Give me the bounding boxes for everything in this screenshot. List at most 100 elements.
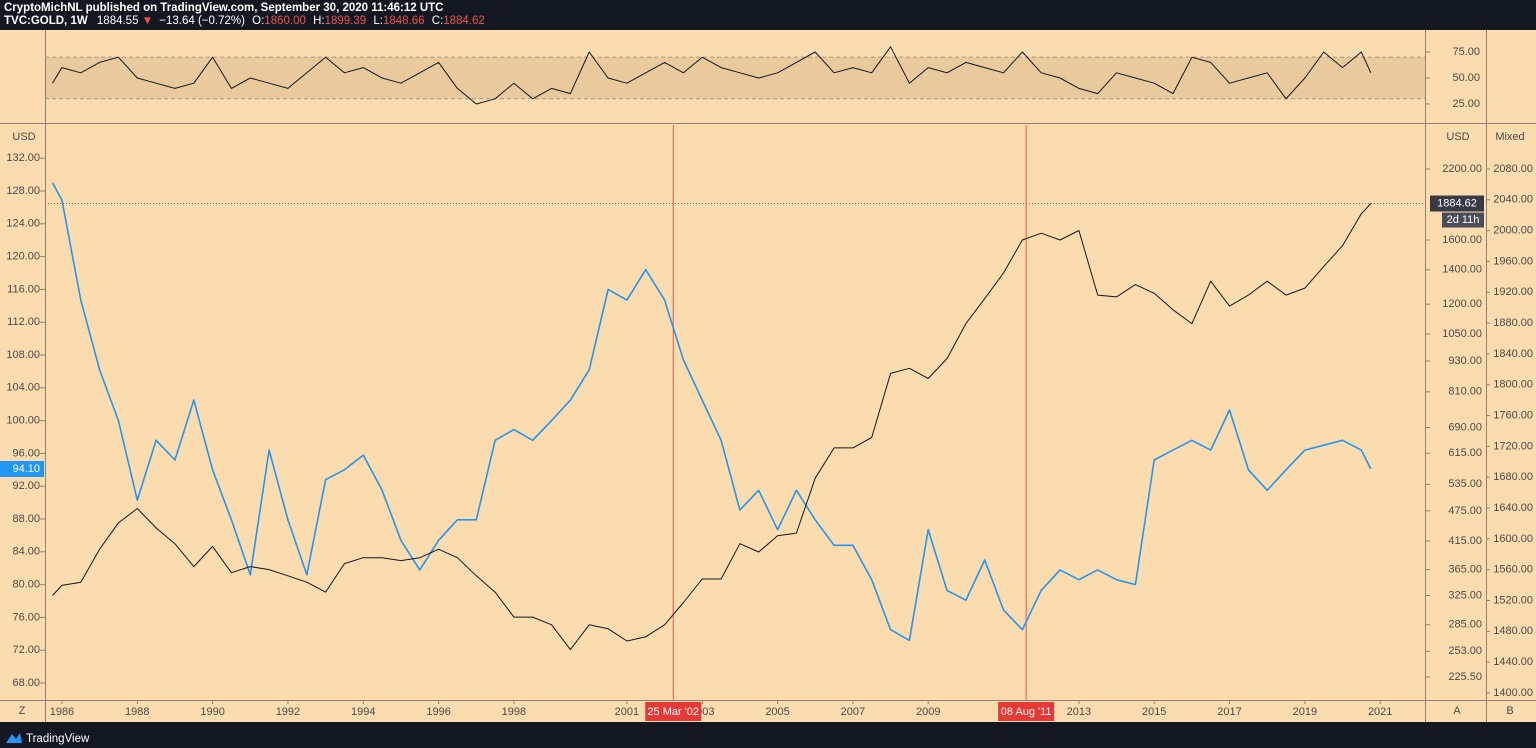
x-tick-label: 1998 bbox=[502, 706, 526, 718]
x-tick-label: 2007 bbox=[841, 706, 865, 718]
button-a[interactable]: A bbox=[1453, 705, 1461, 717]
x-tick-label: 1994 bbox=[351, 706, 375, 718]
y-tick-label: 124.00 bbox=[6, 218, 40, 230]
y-tick-label: 615.00 bbox=[1448, 447, 1482, 459]
x-tick-label: 2013 bbox=[1067, 706, 1091, 718]
y-tick-label: 325.00 bbox=[1448, 589, 1482, 601]
publisher-text: CryptoMichNL published on TradingView.co… bbox=[4, 2, 443, 14]
symbol: TVC:GOLD, 1W bbox=[4, 15, 88, 27]
last-price-box bbox=[1430, 195, 1484, 212]
y-tick-label: 690.00 bbox=[1448, 421, 1482, 433]
y-tick-label: 80.00 bbox=[12, 579, 40, 591]
brand-logo bbox=[6, 733, 22, 743]
y-tick-label: 1680.00 bbox=[1493, 471, 1533, 483]
x-tick-label: 1990 bbox=[200, 706, 224, 718]
y-tick-label: 1720.00 bbox=[1493, 440, 1533, 452]
y-tick-label: 1200.00 bbox=[1442, 298, 1482, 310]
y-tick-label: 1480.00 bbox=[1493, 625, 1533, 637]
y-tick-label: 1800.00 bbox=[1493, 379, 1533, 391]
y-tick-label: 88.00 bbox=[12, 513, 40, 525]
y-tick-label: 120.00 bbox=[6, 251, 40, 263]
footer-bar bbox=[0, 722, 1536, 748]
marker-box bbox=[998, 702, 1055, 721]
y-tick-label: 225.50 bbox=[1448, 671, 1482, 683]
last-value-box bbox=[0, 460, 44, 477]
y-tick-label: 1050.00 bbox=[1442, 328, 1482, 340]
y-tick-label: 285.00 bbox=[1448, 619, 1482, 631]
header-bar bbox=[0, 0, 1536, 30]
y-tick-label: 108.00 bbox=[6, 349, 40, 361]
x-tick-label: 1988 bbox=[125, 706, 149, 718]
unit-label: USD bbox=[1446, 131, 1469, 143]
high: 1899.39 bbox=[325, 15, 367, 27]
y-tick-label: 1920.00 bbox=[1493, 286, 1533, 298]
y-tick-label: 1880.00 bbox=[1493, 317, 1533, 329]
button-b[interactable]: B bbox=[1506, 705, 1513, 717]
y-tick-label: 112.00 bbox=[7, 316, 40, 328]
y-tick-label: 1600.00 bbox=[1442, 234, 1482, 246]
last-price-label: 1884.62 bbox=[1437, 197, 1477, 209]
y-tick-label: 50.00 bbox=[1452, 72, 1480, 84]
last-value-label: 94.10 bbox=[12, 463, 40, 475]
marker-box bbox=[645, 702, 702, 721]
y-tick-label: 475.00 bbox=[1448, 505, 1482, 517]
x-tick-label: 2017 bbox=[1217, 706, 1241, 718]
y-tick-label: 92.00 bbox=[12, 480, 40, 492]
y-tick-label: 75.00 bbox=[1452, 46, 1480, 58]
high-label: H: bbox=[313, 15, 325, 27]
x-tick-label: 2015 bbox=[1142, 706, 1166, 718]
rsi-band bbox=[45, 57, 1425, 99]
countdown: 2d 11h bbox=[1447, 214, 1480, 226]
x-tick-label: 2001 bbox=[615, 706, 639, 718]
change: −13.64 (−0.72%) bbox=[159, 15, 245, 27]
y-tick-label: 535.00 bbox=[1448, 478, 1482, 490]
close: 1884.62 bbox=[443, 15, 485, 27]
y-tick-label: 1640.00 bbox=[1493, 502, 1533, 514]
y-tick-label: 1440.00 bbox=[1493, 656, 1533, 668]
y-tick-label: 415.00 bbox=[1448, 535, 1482, 547]
y-tick-label: 1760.00 bbox=[1493, 409, 1533, 421]
y-tick-label: 1400.00 bbox=[1493, 687, 1533, 699]
y-tick-label: 2000.00 bbox=[1493, 225, 1533, 237]
y-tick-label: 1400.00 bbox=[1442, 264, 1482, 276]
y-tick-label: 100.00 bbox=[6, 415, 40, 427]
x-tick-label: 2005 bbox=[765, 706, 789, 718]
arrow: ▼ bbox=[142, 15, 153, 27]
x-tick-label: 1992 bbox=[276, 706, 300, 718]
x-tick-label: 1996 bbox=[426, 706, 450, 718]
y-tick-label: 2200.00 bbox=[1442, 163, 1482, 175]
y-tick-label: 84.00 bbox=[12, 546, 40, 558]
y-tick-label: 2040.00 bbox=[1493, 194, 1533, 206]
marker-label: 08 Aug '11 bbox=[1001, 706, 1052, 718]
y-tick-label: 68.00 bbox=[12, 677, 40, 689]
y-tick-label: 1960.00 bbox=[1493, 255, 1533, 267]
y-tick-label: 116.00 bbox=[7, 283, 40, 295]
button-z[interactable]: Z bbox=[19, 705, 26, 717]
open-label: O: bbox=[252, 15, 264, 27]
x-tick-label: 2019 bbox=[1293, 706, 1317, 718]
x-tick-label: 2009 bbox=[916, 706, 940, 718]
ohlc-line: TVC:GOLD, 1W 1884.55 ▼ −13.64 (−0.72%) O… bbox=[4, 15, 485, 27]
countdown-box bbox=[1442, 212, 1484, 228]
y-tick-label: 76.00 bbox=[12, 611, 40, 623]
brand: TradingView bbox=[26, 733, 90, 745]
series-line bbox=[51, 182, 1372, 642]
x-tick-label: 2021 bbox=[1368, 706, 1392, 718]
low-label: L: bbox=[373, 15, 383, 27]
x-tick-label: 1986 bbox=[50, 706, 74, 718]
y-tick-label: 1600.00 bbox=[1493, 533, 1533, 545]
publisher: CryptoMichNL published on TradingView.co… bbox=[4, 2, 443, 14]
y-tick-label: 810.00 bbox=[1448, 386, 1482, 398]
y-tick-label: 104.00 bbox=[6, 382, 40, 394]
frame bbox=[0, 30, 1536, 722]
y-tick-label: 253.00 bbox=[1448, 645, 1482, 657]
last: 1884.55 bbox=[97, 15, 139, 27]
y-tick-label: 128.00 bbox=[6, 185, 40, 197]
y-tick-label: 1560.00 bbox=[1493, 564, 1533, 576]
y-tick-label: 2080.00 bbox=[1493, 163, 1533, 175]
open: 1860.00 bbox=[264, 15, 306, 27]
series-line bbox=[52, 203, 1372, 651]
scale-mode: Mixed bbox=[1495, 131, 1524, 143]
